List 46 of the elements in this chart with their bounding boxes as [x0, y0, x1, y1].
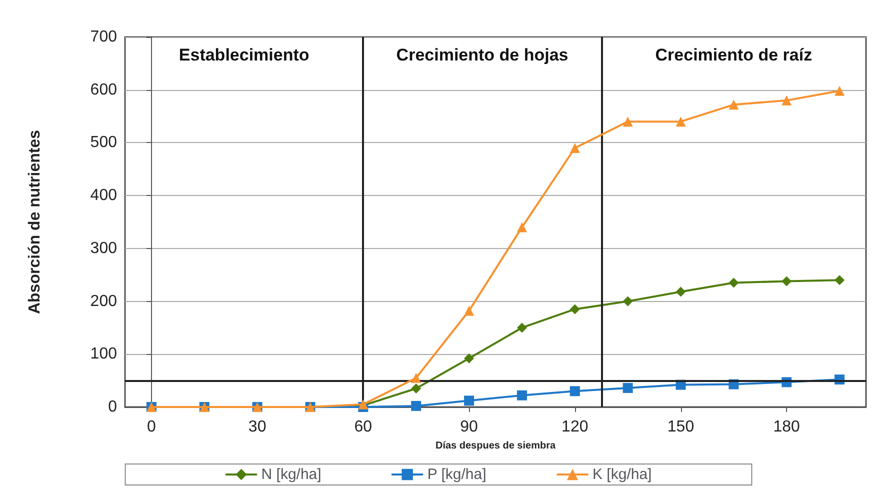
- legend-label: P [kg/ha]: [427, 466, 486, 483]
- point: [411, 400, 422, 411]
- point: [570, 386, 580, 396]
- point: [676, 286, 686, 297]
- point: [728, 278, 739, 288]
- y-tick-label: 200: [90, 292, 118, 310]
- point: [834, 275, 845, 286]
- annotation: Establecimiento: [178, 46, 310, 64]
- legend-label: N [kg/ha]: [261, 466, 322, 483]
- x-tick-label: 180: [773, 418, 800, 436]
- point: [464, 396, 474, 406]
- point: [622, 116, 633, 127]
- point: [782, 276, 792, 286]
- annotation: Crecimiento de hojas: [396, 46, 568, 64]
- y-axis-title: Absorción de nutrientes: [26, 130, 44, 314]
- point: [728, 100, 739, 110]
- x-tick-label: 0: [147, 418, 156, 436]
- point: [464, 306, 474, 316]
- y-tick-label: 700: [90, 28, 118, 46]
- point: [570, 304, 580, 314]
- point: [516, 322, 527, 333]
- point: [622, 296, 633, 306]
- point: [516, 390, 527, 400]
- annotation: Crecimiento de raíz: [655, 46, 812, 64]
- x-tick-label: 90: [460, 418, 478, 436]
- y-tick-label: 600: [90, 81, 118, 98]
- x-tick-label: 60: [354, 418, 372, 436]
- y-tick-label: 500: [90, 134, 118, 152]
- point: [834, 86, 845, 96]
- x-tick-label: 120: [562, 418, 588, 436]
- y-tick-label: 0: [108, 398, 118, 416]
- point: [411, 384, 422, 394]
- y-tick-label: 400: [90, 187, 118, 204]
- y-tick-label: 300: [90, 240, 118, 257]
- point: [464, 353, 474, 364]
- point: [622, 382, 633, 393]
- point: [570, 143, 580, 153]
- y-tick-label: 100: [90, 346, 118, 363]
- point: [676, 116, 686, 127]
- point: [782, 95, 792, 106]
- x-axis-title: Días despues de siembra: [435, 440, 556, 452]
- point: [516, 222, 527, 232]
- x-tick-label: 30: [248, 418, 266, 436]
- x-tick-label: 150: [667, 418, 694, 436]
- point: [411, 372, 422, 383]
- legend-label: K [kg/ha]: [592, 466, 652, 483]
